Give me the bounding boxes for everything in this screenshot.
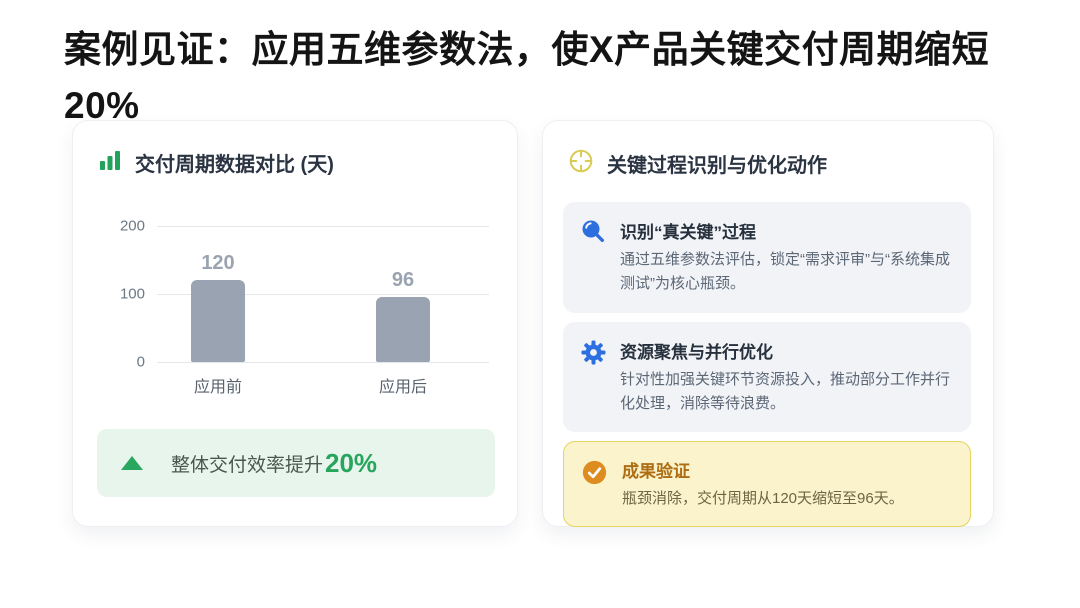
action-item-body: 通过五维参数法评估，锁定“需求评审”与“系统集成测试”为核心瓶颈。 bbox=[620, 251, 950, 293]
x-label-after: 应用后 bbox=[378, 379, 427, 396]
bar-before: 120 bbox=[191, 252, 245, 362]
magnifier-icon bbox=[580, 219, 607, 297]
bar-before-rect bbox=[191, 280, 245, 362]
x-axis-labels: 应用前 应用后 bbox=[157, 373, 489, 396]
chart-card-header: 交付周期数据对比 (天) bbox=[73, 121, 517, 178]
check-icon bbox=[580, 458, 609, 511]
action-item-content: 识别“真关键”过程 通过五维参数法评估，锁定“需求评审”与“系统集成测试”为核心… bbox=[620, 218, 952, 297]
y-tick-200: 200 bbox=[119, 217, 145, 235]
chart-title: 交付周期数据对比 (天) bbox=[135, 154, 334, 176]
actions-card-header: 关键过程识别与优化动作 bbox=[543, 121, 993, 180]
summary-value: 20% bbox=[325, 447, 378, 478]
bar-chart-icon bbox=[97, 147, 123, 178]
bar-after-value: 96 bbox=[391, 269, 415, 291]
gridline-100 bbox=[157, 294, 489, 295]
action-item-title: 识别“真关键”过程 bbox=[620, 223, 756, 242]
y-tick-0: 0 bbox=[136, 353, 145, 371]
action-item-title: 成果验证 bbox=[622, 462, 690, 482]
actions-title: 关键过程识别与优化动作 bbox=[607, 155, 827, 177]
chart-card: 交付周期数据对比 (天) 200 100 0 120 96 应用前 应用后 bbox=[72, 120, 518, 527]
action-item-body: 针对性加强关键环节资源投入，推动部分工作并行化处理，消除等待浪费。 bbox=[620, 370, 951, 412]
action-item-content: 成果验证 瓶颈消除，交付周期从120天缩短至96天。 bbox=[622, 457, 904, 511]
summary-text: 整体交付效率提升 bbox=[171, 454, 324, 476]
target-icon bbox=[567, 147, 595, 180]
bar-before-value: 120 bbox=[201, 252, 235, 274]
page-title-line2: 20% bbox=[64, 84, 140, 126]
x-label-before: 应用前 bbox=[193, 379, 242, 396]
action-item-title: 资源聚焦与并行优化 bbox=[620, 342, 773, 362]
actions-list: 识别“真关键”过程 通过五维参数法评估，锁定“需求评审”与“系统集成测试”为核心… bbox=[543, 202, 993, 528]
page-title-line1: 案例见证：应用五维参数法，使X产品关键交付周期缩短 bbox=[64, 29, 990, 70]
gridline-0 bbox=[157, 362, 489, 363]
action-item-body: 瓶颈消除，交付周期从120天缩短至96天。 bbox=[622, 490, 904, 508]
gear-icon bbox=[580, 339, 607, 417]
action-item-content: 资源聚焦与并行优化 针对性加强关键环节资源投入，推动部分工作并行化处理，消除等待… bbox=[620, 338, 952, 417]
triangle-up-icon bbox=[121, 456, 143, 470]
gridline-200 bbox=[157, 226, 489, 227]
bar-after-rect bbox=[376, 297, 430, 362]
page-title: 案例见证：应用五维参数法，使X产品关键交付周期缩短 20% bbox=[64, 22, 1014, 133]
action-item-resources: 资源聚焦与并行优化 针对性加强关键环节资源投入，推动部分工作并行化处理，消除等待… bbox=[563, 321, 971, 433]
bar-chart: 200 100 0 120 96 bbox=[120, 218, 489, 371]
y-tick-100: 100 bbox=[119, 285, 145, 303]
bar-after: 96 bbox=[376, 269, 430, 362]
action-item-result: 成果验证 瓶颈消除，交付周期从120天缩短至96天。 bbox=[563, 441, 971, 528]
action-item-identify: 识别“真关键”过程 通过五维参数法评估，锁定“需求评审”与“系统集成测试”为核心… bbox=[563, 202, 971, 313]
efficiency-summary-banner: 整体交付效率提升 20% bbox=[97, 429, 495, 497]
actions-card: 关键过程识别与优化动作 识别“真关键”过程 通过五维参数法评估，锁定“需求评审”… bbox=[542, 120, 994, 528]
